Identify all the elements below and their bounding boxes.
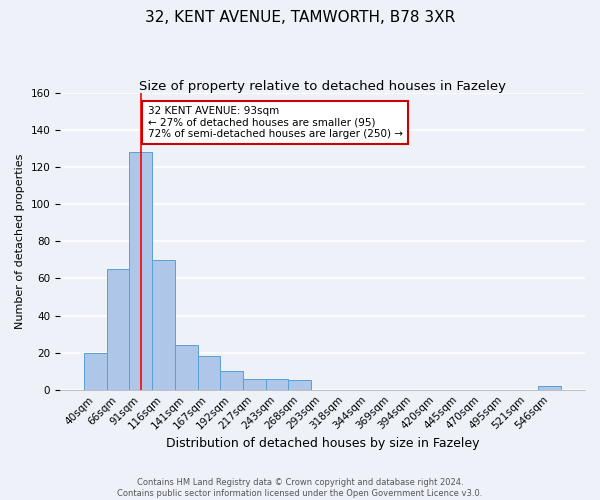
Bar [197, 356, 220, 390]
Text: 32 KENT AVENUE: 93sqm
← 27% of detached houses are smaller (95)
72% of semi-deta: 32 KENT AVENUE: 93sqm ← 27% of detached … [148, 106, 403, 139]
Bar [107, 269, 130, 390]
Bar [84, 352, 107, 390]
Bar [175, 345, 197, 390]
Bar [130, 152, 152, 390]
Y-axis label: Number of detached properties: Number of detached properties [15, 154, 25, 329]
Bar [243, 378, 266, 390]
Bar [152, 260, 175, 390]
X-axis label: Distribution of detached houses by size in Fazeley: Distribution of detached houses by size … [166, 437, 479, 450]
Title: Size of property relative to detached houses in Fazeley: Size of property relative to detached ho… [139, 80, 506, 93]
Bar [289, 380, 311, 390]
Bar [538, 386, 561, 390]
Text: 32, KENT AVENUE, TAMWORTH, B78 3XR: 32, KENT AVENUE, TAMWORTH, B78 3XR [145, 10, 455, 25]
Bar [266, 378, 289, 390]
Bar [220, 371, 243, 390]
Text: Contains HM Land Registry data © Crown copyright and database right 2024.
Contai: Contains HM Land Registry data © Crown c… [118, 478, 482, 498]
